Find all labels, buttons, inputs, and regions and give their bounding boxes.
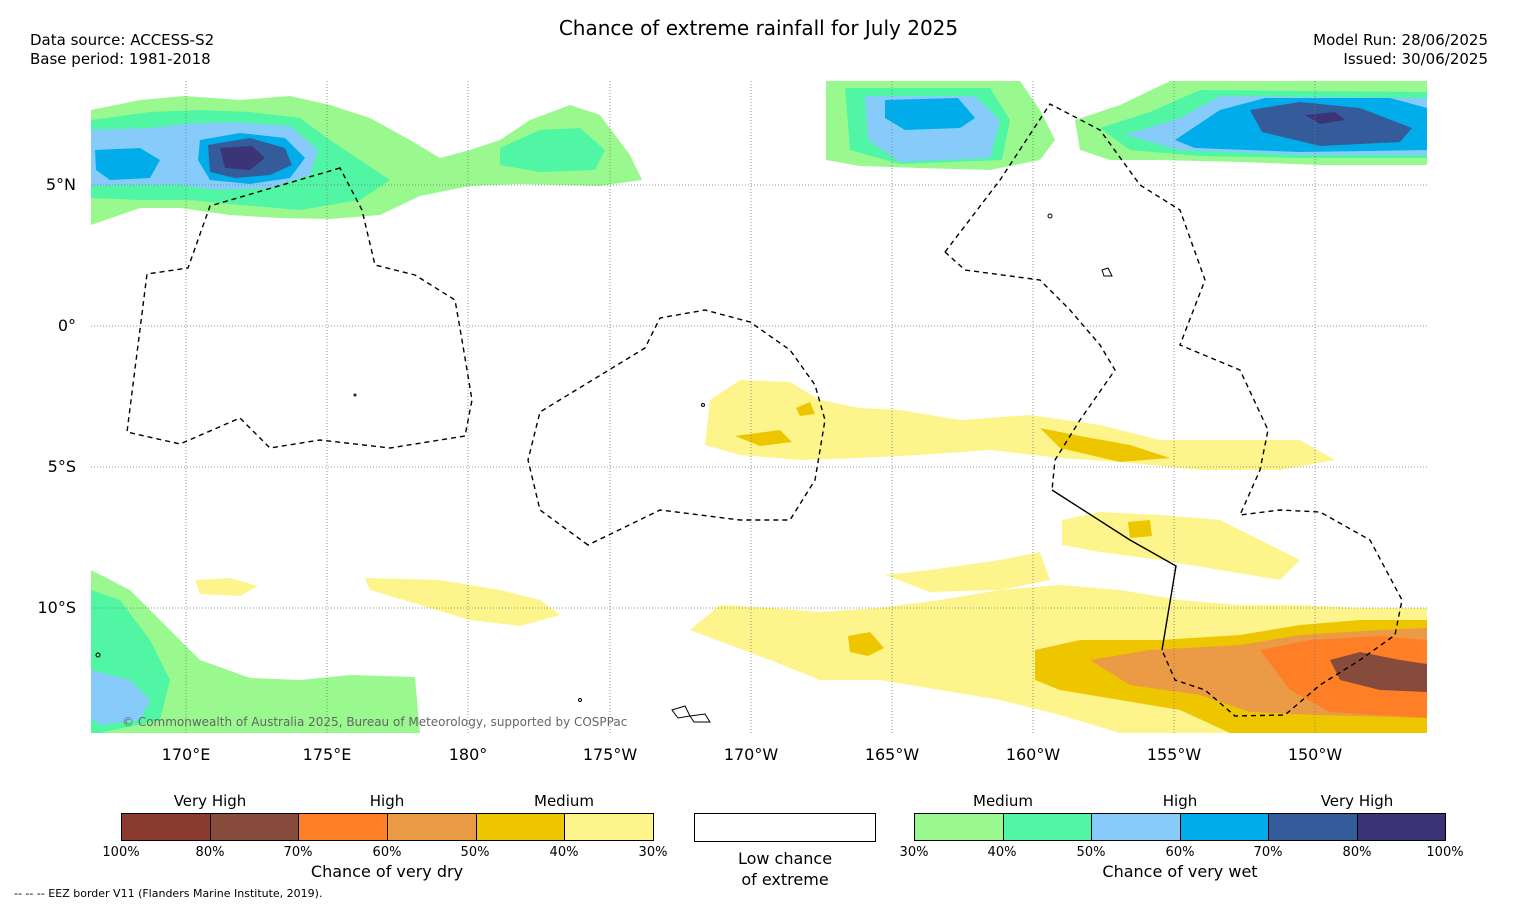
wet-legend-caption: Chance of very wet xyxy=(1102,862,1258,881)
wet-tick: 60% xyxy=(1165,845,1195,860)
wet-region-sw-high xyxy=(91,670,150,725)
wet-swatch-3 xyxy=(1092,814,1181,840)
dry-swatch-1 xyxy=(122,814,211,840)
lon-label-175e: 175°E xyxy=(302,745,352,764)
dry-region-west xyxy=(195,578,560,626)
dry-region-south-peak xyxy=(1330,652,1427,692)
wet-swatch-4 xyxy=(1180,814,1269,840)
wet-tick: 40% xyxy=(987,845,1017,860)
low-chance-label: Low chance of extreme xyxy=(694,848,876,890)
map-svg xyxy=(91,81,1427,734)
data-source-line: Data source: ACCESS-S2 xyxy=(30,31,215,49)
dry-swatch-5 xyxy=(476,814,566,840)
dry-swatch-4 xyxy=(388,814,477,840)
wet-category-high: High xyxy=(1162,792,1198,810)
dry-swatch-2 xyxy=(210,814,300,840)
wet-tick: 80% xyxy=(1342,845,1372,860)
dry-tick: 100% xyxy=(102,845,140,860)
lon-label-165w: 165°W xyxy=(864,745,920,764)
lon-label-180: 180° xyxy=(448,745,488,764)
low-chance-swatch xyxy=(694,813,876,842)
wet-swatch-2 xyxy=(1003,814,1092,840)
copyright-notice: © Commonwealth of Australia 2025, Bureau… xyxy=(122,715,628,729)
wet-colorbar xyxy=(914,813,1446,841)
wet-swatch-6 xyxy=(1357,814,1445,840)
wet-region-ne-b-vvhigh xyxy=(1250,102,1412,146)
eez-borders xyxy=(126,103,1403,717)
lon-label-170w: 170°W xyxy=(723,745,779,764)
data-source-info: Data source: ACCESS-S2 Base period: 1981… xyxy=(30,31,214,69)
graticule xyxy=(91,81,1427,734)
low-chance-line1: Low chance xyxy=(737,849,833,868)
lon-label-150w: 150°W xyxy=(1287,745,1343,764)
dry-region-midsouth xyxy=(885,512,1300,592)
dry-swatch-3 xyxy=(299,814,389,840)
wet-region-nw-mid2 xyxy=(500,128,605,172)
rainfall-map xyxy=(91,81,1427,734)
dry-category-high: High xyxy=(369,792,405,810)
dry-colorbar xyxy=(121,813,654,841)
wet-category-very-high: Very High xyxy=(1320,792,1394,810)
dry-region-central-mid xyxy=(735,402,1170,462)
dry-tick: 50% xyxy=(460,845,490,860)
lat-label-0: 0° xyxy=(57,316,76,335)
wet-tick: 50% xyxy=(1076,845,1106,860)
wet-tick: 70% xyxy=(1253,845,1283,860)
issued-line: Issued: 30/06/2025 xyxy=(1343,50,1488,68)
base-period-line: Base period: 1981-2018 xyxy=(30,50,211,68)
islands xyxy=(95,213,1113,723)
map-title: Chance of extreme rainfall for July 2025 xyxy=(558,16,959,40)
wet-category-medium: Medium xyxy=(973,792,1033,810)
dry-tick: 70% xyxy=(283,845,313,860)
dry-region-midsouth-spot xyxy=(1128,520,1152,538)
wet-swatch-1 xyxy=(915,814,1004,840)
lon-label-170e: 170°E xyxy=(161,745,211,764)
wet-swatch-5 xyxy=(1269,814,1358,840)
dry-tick: 30% xyxy=(638,845,668,860)
eez-border-note: -- -- -- EEZ border V11 (Flanders Marine… xyxy=(14,887,323,900)
wet-region-nw-peak xyxy=(220,146,265,170)
lon-label-175w: 175°W xyxy=(582,745,638,764)
dry-category-medium: Medium xyxy=(534,792,594,810)
dry-swatch-6 xyxy=(565,814,654,840)
dry-tick: 60% xyxy=(372,845,402,860)
lon-label-155w: 155°W xyxy=(1146,745,1202,764)
dry-tick: 80% xyxy=(195,845,225,860)
lat-label-5s: 5°S xyxy=(47,457,76,476)
model-run-line: Model Run: 28/06/2025 xyxy=(1313,31,1488,49)
dry-category-very-high: Very High xyxy=(173,792,247,810)
lat-label-5n: 5°N xyxy=(45,175,76,194)
low-chance-line2: of extreme xyxy=(741,870,829,889)
dry-region-central xyxy=(705,380,1335,470)
wet-region-sw xyxy=(91,570,420,733)
wet-region-ne-a-vh xyxy=(885,98,975,130)
wet-tick: 100% xyxy=(1426,845,1464,860)
lat-label-10s: 10°S xyxy=(37,598,76,617)
dry-legend-caption: Chance of very dry xyxy=(310,862,464,881)
dry-tick: 40% xyxy=(549,845,579,860)
wet-tick: 30% xyxy=(899,845,929,860)
boundary-line xyxy=(1051,489,1177,651)
lon-label-160w: 160°W xyxy=(1005,745,1061,764)
dry-region-south-spot xyxy=(848,632,884,656)
model-run-info: Model Run: 28/06/2025 Issued: 30/06/2025 xyxy=(1313,31,1488,69)
